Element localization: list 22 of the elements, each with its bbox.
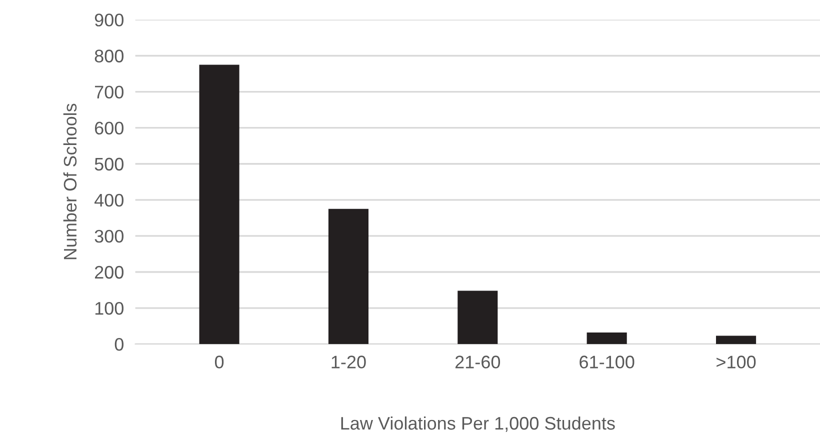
bar [586,332,627,344]
y-axis-title: Number Of Schools [63,104,77,260]
y-tick-label: 600 [94,122,124,135]
y-tick-label: 200 [94,266,124,279]
y-tick-label: 900 [94,14,124,26]
x-tick-label: 1-20 [332,356,366,368]
y-tick-label: 700 [94,86,124,99]
x-tick-label: 21-60 [455,356,500,368]
x-tick-label: 61-100 [580,356,634,368]
bar [328,208,368,344]
y-tick-label: 800 [94,50,124,62]
x-axis-title: Law Violations Per 1,000 Students [341,416,615,432]
y-tick-label: 400 [94,194,124,207]
x-tick-label: 0 [214,356,224,368]
bar [199,64,240,344]
bar [716,336,756,344]
bar [458,290,498,344]
y-tick-label: 300 [94,230,124,243]
y-tick-label: 100 [95,302,124,315]
y-tick-label: 500 [94,158,124,171]
x-tick-label: >100 [716,356,756,368]
y-tick-label: 0 [114,338,124,351]
